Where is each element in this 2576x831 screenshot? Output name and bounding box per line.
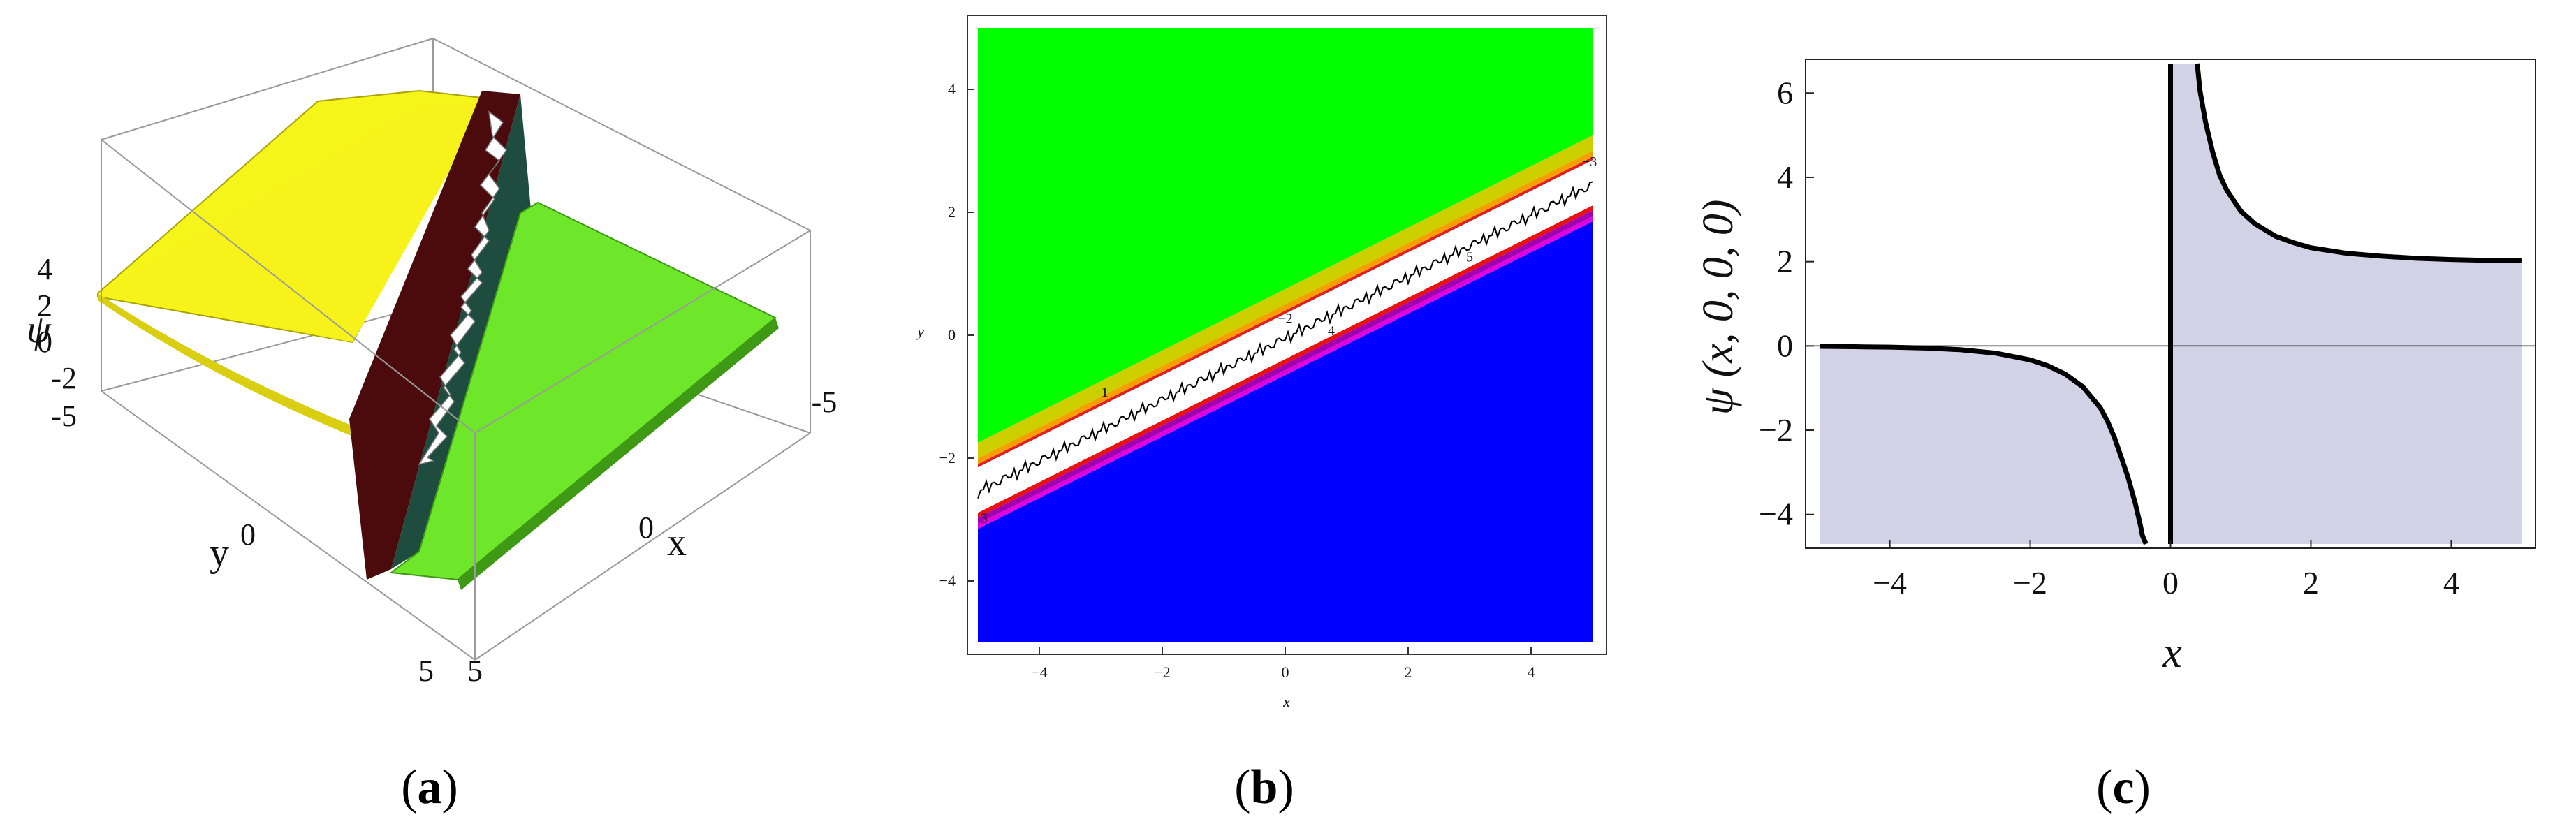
- b-y-axis: 4 2 0 −2 −4: [939, 80, 974, 589]
- y-axis-3d: -5 0 5 y: [51, 399, 434, 688]
- b-x-axis-label: x: [1282, 693, 1290, 710]
- contour-labels: −1 −2 −3 4 5 3: [981, 154, 1597, 526]
- panel-label-a: (a): [401, 760, 458, 814]
- contour-band: [978, 151, 1593, 464]
- surface-left-plateau-top: [98, 101, 489, 342]
- panel-label-c: (c): [2096, 760, 2151, 814]
- c-series-line-0: [1820, 344, 2149, 545]
- surface-left-plateau-edge: [98, 293, 353, 436]
- x-tick-label: -5: [812, 385, 837, 419]
- y-axis-label: y: [210, 531, 229, 575]
- fill-right-branch: [2170, 64, 2522, 544]
- b-y-tick-label: 4: [948, 80, 956, 98]
- fill-left-branch: [1820, 346, 2146, 544]
- contour-region-lower: [978, 221, 1593, 642]
- z-axis-label: ψ: [27, 308, 52, 351]
- c-shaded-fill: [1820, 64, 2522, 544]
- box-front-edges: [101, 139, 811, 661]
- b-y-tick-label: −2: [939, 449, 956, 466]
- singular-contour-line: [977, 181, 1593, 499]
- contour-label: −1: [1093, 385, 1108, 400]
- b-y-axis-label: y: [916, 323, 924, 340]
- contour-band: [978, 210, 1593, 524]
- x-tick-label: 0: [638, 510, 654, 545]
- panel-c-line-plot: −4 −2 0 2 4 6 4 2 0 −2 −4 x ψ (x, 0, 0, 0) (c): [1695, 59, 2536, 814]
- contour-band: [978, 135, 1593, 458]
- panel-b-contour-plot: −1 −2 −3 4 5 3 −4 −2 0 2 4 4 2 0 −2 −4 x y (b): [916, 15, 1607, 814]
- x-tick-label: 5: [467, 654, 483, 688]
- panel-label-b: (b): [1234, 760, 1294, 814]
- x-axis-label: x: [667, 521, 687, 564]
- b-x-tick-label: −4: [1031, 663, 1047, 681]
- surface-singular-wall: [349, 91, 520, 580]
- c-x-axis: −4 −2 0 2 4: [1873, 540, 2459, 601]
- z-axis: 4 2 0 -2 ψ: [27, 252, 77, 395]
- y-tick-label: -5: [51, 399, 77, 433]
- c-x-tick-label: 4: [2443, 565, 2459, 601]
- c-y-axis: 6 4 2 0 −2 −4: [1759, 75, 1814, 532]
- contour-label: 5: [1466, 249, 1473, 265]
- contour-label: 4: [1328, 323, 1335, 339]
- panel-a-surface-plot: 4 2 0 -2 ψ -5 0 5 y 5 0 -5 x (a): [27, 38, 837, 814]
- c-x-tick-label: 0: [2162, 565, 2179, 601]
- c-x-tick-label: 2: [2303, 565, 2319, 601]
- b-y-tick-label: −4: [939, 572, 956, 589]
- c-x-tick-label: −4: [1873, 565, 1907, 601]
- z-tick-label: -2: [51, 361, 77, 395]
- b-x-tick-label: 0: [1282, 663, 1289, 681]
- contour-label: 3: [981, 510, 988, 526]
- b-x-tick-label: 4: [1528, 663, 1535, 681]
- z-tick-label: 2: [37, 288, 52, 323]
- c-y-axis-label: ψ (x, 0, 0, 0): [1695, 200, 1742, 416]
- contour-label: −3: [1582, 154, 1597, 170]
- x-axis-3d: 5 0 -5 x: [467, 385, 837, 688]
- contour-band: [978, 216, 1593, 529]
- c-series-lines: [1820, 63, 2522, 545]
- c-y-tick-label: −2: [1759, 412, 1793, 448]
- contour-region-upper: [978, 28, 1593, 443]
- contour-band: [978, 156, 1593, 468]
- contour-band: [978, 205, 1593, 518]
- surface-right-plateau-edge: [458, 318, 779, 590]
- contour-layers: [978, 28, 1593, 642]
- z-tick-label: 4: [37, 252, 52, 286]
- c-y-tick-label: −4: [1759, 497, 1793, 532]
- c-x-tick-label: −2: [2013, 565, 2047, 601]
- z-tick-label: 0: [37, 325, 52, 359]
- c-y-tick-label: 0: [1777, 328, 1793, 363]
- c-y-tick-label: 2: [1777, 244, 1793, 279]
- c-series-line-1: [2195, 63, 2522, 263]
- contour-label: −2: [1278, 311, 1292, 326]
- b-x-axis: −4 −2 0 2 4: [1031, 647, 1535, 681]
- c-x-axis-label: x: [2162, 629, 2182, 677]
- y-tick-label: 0: [240, 517, 256, 552]
- c-y-tick-label: 6: [1777, 75, 1793, 110]
- b-x-tick-label: 2: [1405, 663, 1412, 681]
- c-y-tick-label: 4: [1777, 159, 1793, 195]
- surface-wall-artifacts: [418, 110, 507, 466]
- b-x-tick-label: −2: [1154, 663, 1170, 681]
- contour-line-path: [977, 181, 1593, 499]
- b-y-tick-label: 2: [948, 203, 956, 221]
- b-y-tick-label: 0: [948, 326, 956, 344]
- y-tick-label: 5: [418, 654, 434, 688]
